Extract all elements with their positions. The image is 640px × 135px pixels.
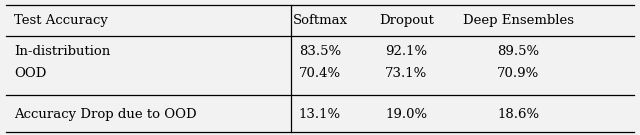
Text: Softmax: Softmax xyxy=(292,14,348,27)
Text: Test Accuracy: Test Accuracy xyxy=(14,14,108,27)
Text: 70.9%: 70.9% xyxy=(497,67,540,80)
Text: 83.5%: 83.5% xyxy=(299,45,341,58)
Text: 73.1%: 73.1% xyxy=(385,67,428,80)
Text: OOD: OOD xyxy=(14,67,47,80)
Text: Dropout: Dropout xyxy=(379,14,434,27)
Text: Accuracy Drop due to OOD: Accuracy Drop due to OOD xyxy=(14,108,196,121)
Text: 92.1%: 92.1% xyxy=(385,45,428,58)
Text: 13.1%: 13.1% xyxy=(299,108,341,121)
Text: 18.6%: 18.6% xyxy=(497,108,540,121)
Text: 70.4%: 70.4% xyxy=(299,67,341,80)
Text: 19.0%: 19.0% xyxy=(385,108,428,121)
Text: Deep Ensembles: Deep Ensembles xyxy=(463,14,574,27)
Text: In-distribution: In-distribution xyxy=(14,45,110,58)
Text: 89.5%: 89.5% xyxy=(497,45,540,58)
